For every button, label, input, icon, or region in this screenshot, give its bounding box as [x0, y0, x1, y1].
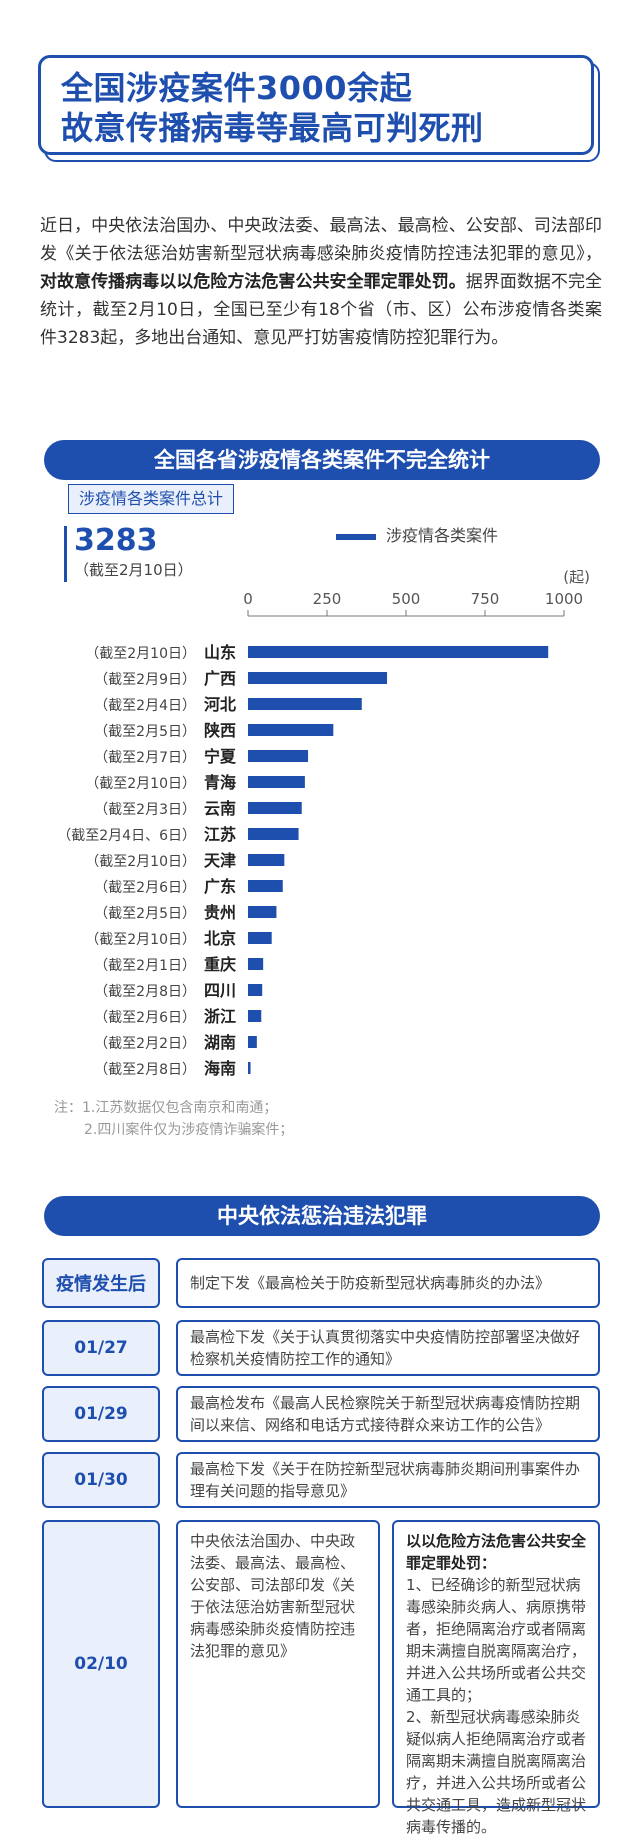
bar-四川: [248, 984, 263, 996]
total-accent-bar: [64, 526, 67, 582]
category-label: 山东: [204, 643, 236, 662]
x-axis-unit: (起): [563, 570, 590, 586]
category-date-label: （截至2月4日）: [94, 698, 196, 714]
category-label: 宁夏: [204, 747, 237, 766]
section-banner-timeline: 中央依法惩治违法犯罪: [44, 1196, 600, 1236]
category-date-label: （截至2月6日）: [94, 880, 196, 896]
category-date-label: （截至2月2日）: [94, 1036, 196, 1052]
timeline-desc-4-right: 以以危险方法危害公共安全罪定罪处罚： 1、已经确诊的新型冠状病毒感染肺炎病人、病…: [392, 1520, 600, 1836]
bar-宁夏: [248, 750, 309, 762]
section-banner-stats: 全国各省涉疫情各类案件不完全统计: [44, 440, 600, 480]
headline-line-2: 故意传播病毒等最高可判死刑: [61, 109, 484, 147]
bar-浙江: [248, 1010, 262, 1022]
intro-text-2: 据界面数据不完全统计，截至2月10日，全国已至少有18个省（市、区）公布涉疫情各…: [40, 272, 602, 348]
category-label: 湖南: [204, 1033, 236, 1052]
bar-海南: [248, 1062, 251, 1074]
category-label: 北京: [204, 929, 236, 948]
bar-山东: [248, 646, 549, 658]
total-label: 涉疫情各类案件总计: [68, 484, 235, 514]
category-date-label: （截至2月10日）: [85, 646, 196, 662]
bar-陕西: [248, 724, 334, 736]
bar-重庆: [248, 958, 264, 970]
timeline-date-1: 01/27: [42, 1320, 160, 1376]
bar-青海: [248, 776, 305, 788]
timeline-date-4: 02/10: [42, 1520, 160, 1808]
x-tick-label: 1000: [545, 590, 583, 608]
x-tick-label: 0: [243, 590, 253, 608]
timeline-desc-1: 最高检下发《关于认真贯彻落实中央疫情防控部署坚决做好检察机关疫情防控工作的通知》: [176, 1320, 600, 1376]
category-label: 四川: [204, 981, 236, 1000]
intro-paragraph: 近日，中央依法治国办、中央政法委、最高法、最高检、公安部、司法部印发《关于依法惩…: [40, 212, 602, 352]
title-box: 全国涉疫案件3000余起 故意传播病毒等最高可判死刑: [38, 55, 594, 155]
intro-text-1: 近日，中央依法治国办、中央政法委、最高法、最高检、公安部、司法部印发《关于依法惩…: [40, 216, 602, 264]
bar-天津: [248, 854, 285, 866]
category-label: 重庆: [204, 955, 236, 974]
timeline-desc-0: 制定下发《最高检关于防疫新型冠状病毒肺炎的办法》: [176, 1258, 600, 1308]
penalty-title: 以以危险方法危害公共安全罪定罪处罚：: [406, 1532, 587, 1572]
x-tick-label: 750: [471, 590, 500, 608]
category-label: 广西: [204, 669, 236, 688]
bar-广西: [248, 672, 388, 684]
category-date-label: （截至2月10日）: [85, 932, 196, 948]
category-label: 江苏: [204, 825, 236, 844]
category-label: 青海: [204, 773, 236, 792]
category-date-label: （截至2月10日）: [85, 776, 196, 792]
penalty-item-2: 2、新型冠状病毒感染肺炎疑似病人拒绝隔离治疗或者隔离期未满擅自脱离隔离治疗，并进…: [406, 1708, 587, 1836]
bar-北京: [248, 932, 272, 944]
chart-legend: 涉疫情各类案件: [336, 526, 498, 546]
category-date-label: （截至2月7日）: [94, 750, 196, 766]
category-label: 陕西: [204, 721, 236, 740]
category-date-label: （截至2月8日）: [94, 1062, 196, 1078]
note-line-1: 注：1.江苏数据仅包含南京和南通；: [54, 1100, 278, 1116]
headline-line-1: 全国涉疫案件3000余起: [61, 69, 413, 107]
penalty-item-1: 1、已经确诊的新型冠状病毒感染肺炎病人、病原携带者，拒绝隔离治疗或者隔离期未满擅…: [406, 1576, 587, 1704]
note-line-2: 2.四川案件仅为涉疫情诈骗案件；: [84, 1122, 294, 1138]
bar-江苏: [248, 828, 299, 840]
x-tick-label: 250: [313, 590, 342, 608]
category-date-label: （截至2月9日）: [94, 672, 196, 688]
timeline-desc-3: 最高检下发《关于在防控新型冠状病毒肺炎期间刑事案件办理有关问题的指导意见》: [176, 1452, 600, 1508]
bar-广东: [248, 880, 283, 892]
category-date-label: （截至2月6日）: [94, 1010, 196, 1026]
intro-bold-text: 对故意传播病毒以以危险方法危害公共安全罪定罪处罚。: [40, 272, 466, 292]
category-date-label: （截至2月5日）: [94, 724, 196, 740]
timeline-desc-2: 最高检发布《最高人民检察院关于新型冠状病毒疫情防控期间以来信、网络和电话方式接待…: [176, 1386, 600, 1442]
bar-云南: [248, 802, 302, 814]
category-date-label: （截至2月1日）: [94, 958, 196, 974]
category-date-label: （截至2月10日）: [85, 854, 196, 870]
x-tick-label: 500: [392, 590, 421, 608]
category-label: 浙江: [204, 1007, 236, 1026]
category-date-label: （截至2月3日）: [94, 802, 196, 818]
category-label: 云南: [204, 799, 236, 818]
timeline-desc-4-left: 中央依法治国办、中央政法委、最高法、最高检、公安部、司法部印发《关于依法惩治妨害…: [176, 1520, 380, 1808]
category-label: 天津: [204, 851, 236, 870]
category-date-label: （截至2月4日、6日）: [57, 828, 196, 844]
total-date: （截至2月10日）: [74, 561, 193, 579]
category-date-label: （截至2月5日）: [94, 906, 196, 922]
category-date-label: （截至2月8日）: [94, 984, 196, 1000]
timeline-date-2: 01/29: [42, 1386, 160, 1442]
legend-label: 涉疫情各类案件: [386, 526, 499, 545]
category-label: 广东: [204, 877, 236, 896]
category-label: 河北: [204, 695, 236, 714]
bar-湖南: [248, 1036, 257, 1048]
category-label: 海南: [204, 1059, 236, 1078]
timeline-date-3: 01/30: [42, 1452, 160, 1508]
bar-chart: (起) 0 250 500 750 1000 山东 （截至2月10日） 广西 （截至2月9日） 河北…: [57, 570, 590, 1078]
legend-swatch: [336, 533, 376, 540]
total-value: 3283: [74, 523, 158, 558]
category-label: 贵州: [204, 903, 236, 922]
timeline-date-0: 疫情发生后: [42, 1258, 160, 1308]
bar-河北: [248, 698, 362, 710]
bar-贵州: [248, 906, 277, 918]
